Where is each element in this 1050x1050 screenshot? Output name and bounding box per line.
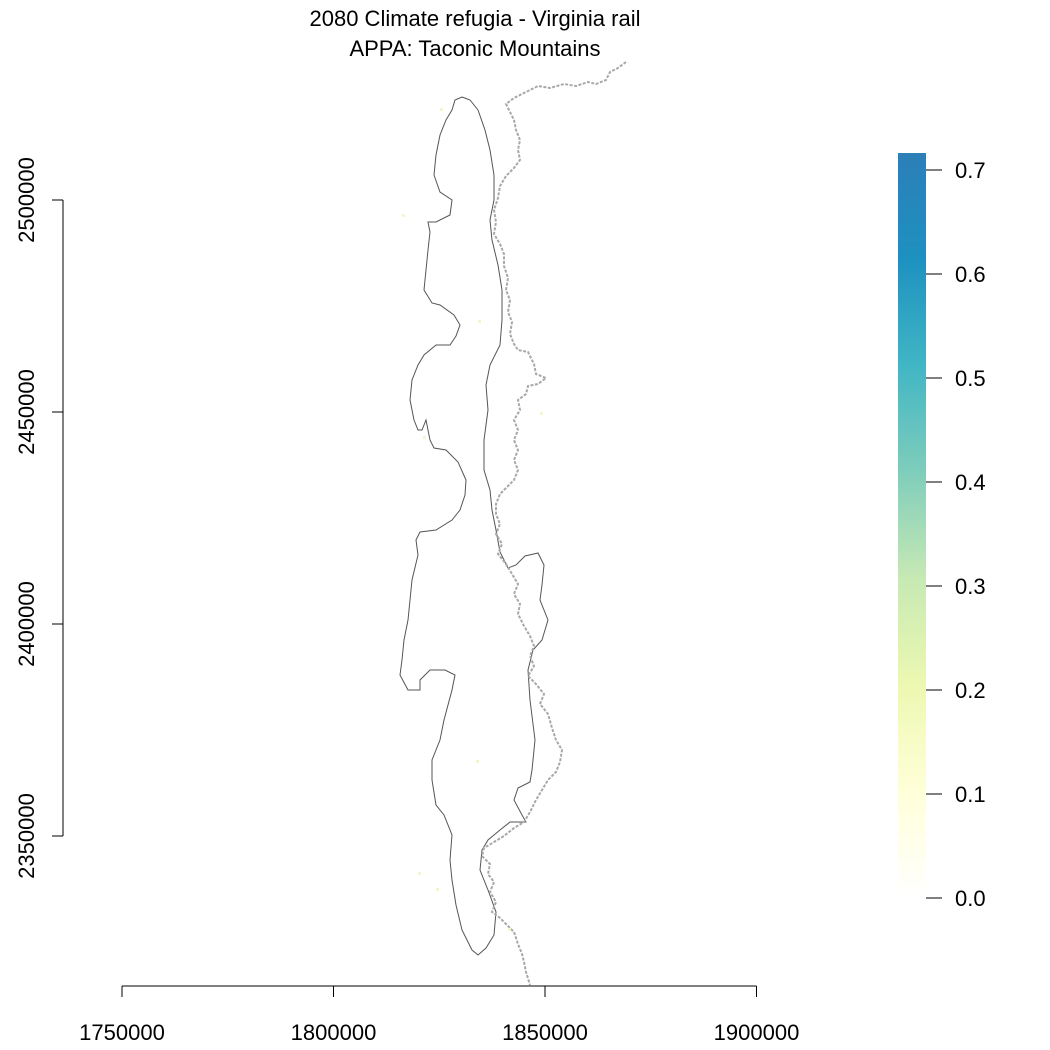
y-tick-label: 2350000 xyxy=(14,793,39,879)
legend-tick-label: 0.3 xyxy=(955,574,986,599)
legend-tick-label: 0.1 xyxy=(955,782,986,807)
legend-tick-label: 0.6 xyxy=(955,262,986,287)
y-tick-label: 2400000 xyxy=(14,581,39,667)
y-axis: 2350000 2400000 2450000 2500000 xyxy=(14,157,64,879)
color-legend: 0.0 0.1 0.2 0.3 0.4 0.5 0.6 0.7 xyxy=(898,153,986,911)
x-axis: 1750000 1800000 1850000 1900000 xyxy=(79,985,800,1045)
y-tick-label: 2450000 xyxy=(14,369,39,455)
suitability-specks xyxy=(402,108,543,931)
x-tick-label: 1900000 xyxy=(714,1020,800,1045)
x-tick-label: 1850000 xyxy=(502,1020,588,1045)
legend-tick-label: 0.7 xyxy=(955,158,986,183)
legend-tick-label: 0.5 xyxy=(955,366,986,391)
legend-tick-label: 0.2 xyxy=(955,678,986,703)
appalachian-trail xyxy=(480,61,627,986)
legend-color-bar xyxy=(898,153,926,898)
map-subtitle: APPA: Taconic Mountains xyxy=(349,36,601,61)
legend-tick-label: 0.0 xyxy=(955,886,986,911)
x-tick-label: 1750000 xyxy=(79,1020,165,1045)
y-tick-label: 2500000 xyxy=(14,157,39,243)
study-area-outline xyxy=(399,96,549,956)
legend-tick-label: 0.4 xyxy=(955,470,986,495)
x-tick-label: 1800000 xyxy=(291,1020,377,1045)
map-title: 2080 Climate refugia - Virginia rail xyxy=(309,6,641,31)
